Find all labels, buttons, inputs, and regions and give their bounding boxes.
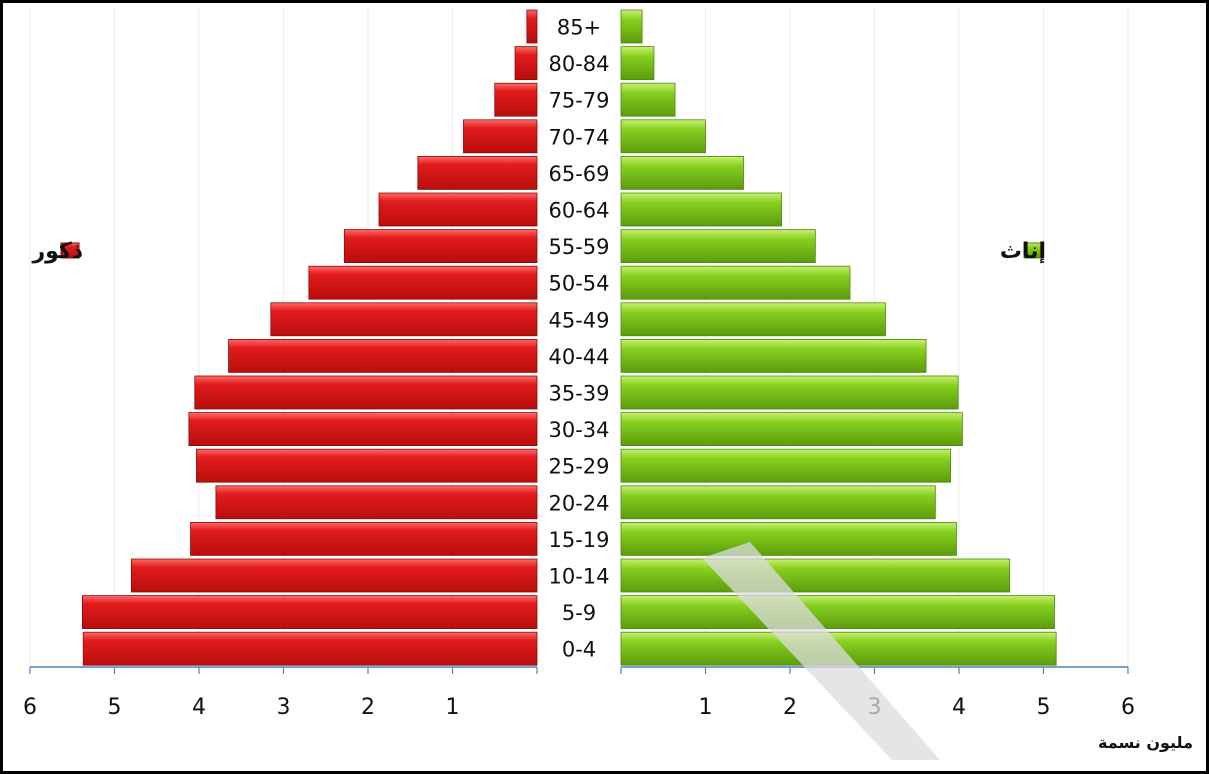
male-bar-60-64 [378, 192, 538, 227]
female-bar-15-19 [620, 522, 957, 556]
legend-male-label: ذكور [31, 239, 83, 264]
age-label: 25-29 [548, 455, 609, 479]
age-label: 65-69 [548, 162, 609, 186]
female-bar-55-59 [620, 229, 816, 264]
age-label: 75-79 [548, 89, 609, 113]
male-bar-35-39 [194, 375, 538, 410]
male-bar-65-69 [417, 155, 538, 190]
male-bars [81, 9, 538, 666]
age-label: 70-74 [548, 125, 609, 149]
x-tick-label-right: 4 [952, 695, 966, 720]
male-bar-40-44 [228, 338, 538, 373]
x-tick-labels: 654321123456 [23, 695, 1135, 720]
age-label: 0-4 [562, 638, 596, 662]
female-bar-10-14 [620, 558, 1011, 593]
female-bar-25-29 [620, 448, 951, 483]
female-bar-35-39 [620, 375, 959, 410]
x-tick-label-right: 2 [783, 695, 797, 720]
male-bar-5-9 [81, 595, 538, 629]
male-bar-20-24 [215, 485, 538, 520]
x-tick-label-left: 4 [192, 695, 206, 720]
age-label: 40-44 [548, 345, 609, 369]
x-tick-label-right: 1 [699, 695, 713, 720]
legend-male: ذكور [31, 239, 83, 264]
age-label: 10-14 [548, 565, 609, 589]
x-tick-label-left: 2 [361, 695, 375, 720]
legend-female: إناث [1000, 239, 1046, 264]
female-bar-70-74 [620, 119, 706, 154]
age-label: 60-64 [548, 199, 609, 223]
female-bar-85+ [620, 9, 643, 44]
watermark-n [702, 542, 940, 760]
x-axes [29, 666, 1129, 674]
male-bar-70-74 [463, 119, 538, 154]
female-bar-5-9 [620, 595, 1055, 629]
male-bar-15-19 [190, 522, 538, 556]
male-bar-30-34 [188, 412, 538, 447]
female-bar-75-79 [620, 82, 676, 117]
male-bar-55-59 [343, 229, 538, 264]
male-bar-80-84 [514, 46, 538, 80]
female-bar-50-54 [620, 265, 851, 300]
female-bar-45-49 [620, 302, 886, 337]
legend-female-label: إناث [1000, 239, 1046, 264]
male-bar-25-29 [196, 448, 538, 483]
age-label: 80-84 [548, 52, 609, 76]
vertical-gridlines [29, 8, 1129, 667]
female-bar-60-64 [620, 192, 782, 227]
male-bar-45-49 [270, 302, 538, 337]
age-label: 15-19 [548, 528, 609, 552]
x-tick-label-right: 5 [1037, 695, 1051, 720]
x-tick-label-left: 6 [23, 695, 37, 720]
female-bar-20-24 [620, 485, 936, 520]
x-tick-label-left: 3 [277, 695, 291, 720]
age-label: 85+ [557, 16, 601, 40]
age-label: 55-59 [548, 235, 609, 259]
female-bar-80-84 [620, 46, 655, 80]
male-bar-85+ [526, 9, 538, 44]
x-tick-label-right: 6 [1121, 695, 1135, 720]
age-label: 30-34 [548, 418, 609, 442]
age-label: 50-54 [548, 272, 609, 296]
female-bars [620, 9, 1057, 666]
x-tick-label-left: 5 [108, 695, 122, 720]
female-bar-65-69 [620, 155, 744, 190]
legend-female-swatch [1023, 242, 1043, 259]
male-bar-10-14 [130, 558, 538, 593]
age-label: 20-24 [548, 491, 609, 515]
male-bar-50-54 [308, 265, 538, 300]
age-group-labels: 0-4 5-9 10-14 15-19 20-24 25-29 30-34 35-39 40-4… [548, 16, 609, 662]
x-tick-label-left: 1 [446, 695, 460, 720]
female-bar-30-34 [620, 412, 963, 447]
male-bar-75-79 [494, 82, 538, 117]
legend-male-swatch [60, 242, 80, 259]
age-label: 45-49 [548, 308, 609, 332]
age-label: 35-39 [548, 382, 609, 406]
x-axis-unit-label: مليون نسمة [1098, 733, 1193, 752]
female-bar-40-44 [620, 338, 927, 373]
age-label: 5-9 [562, 601, 596, 625]
male-bar-0-4 [82, 631, 538, 666]
